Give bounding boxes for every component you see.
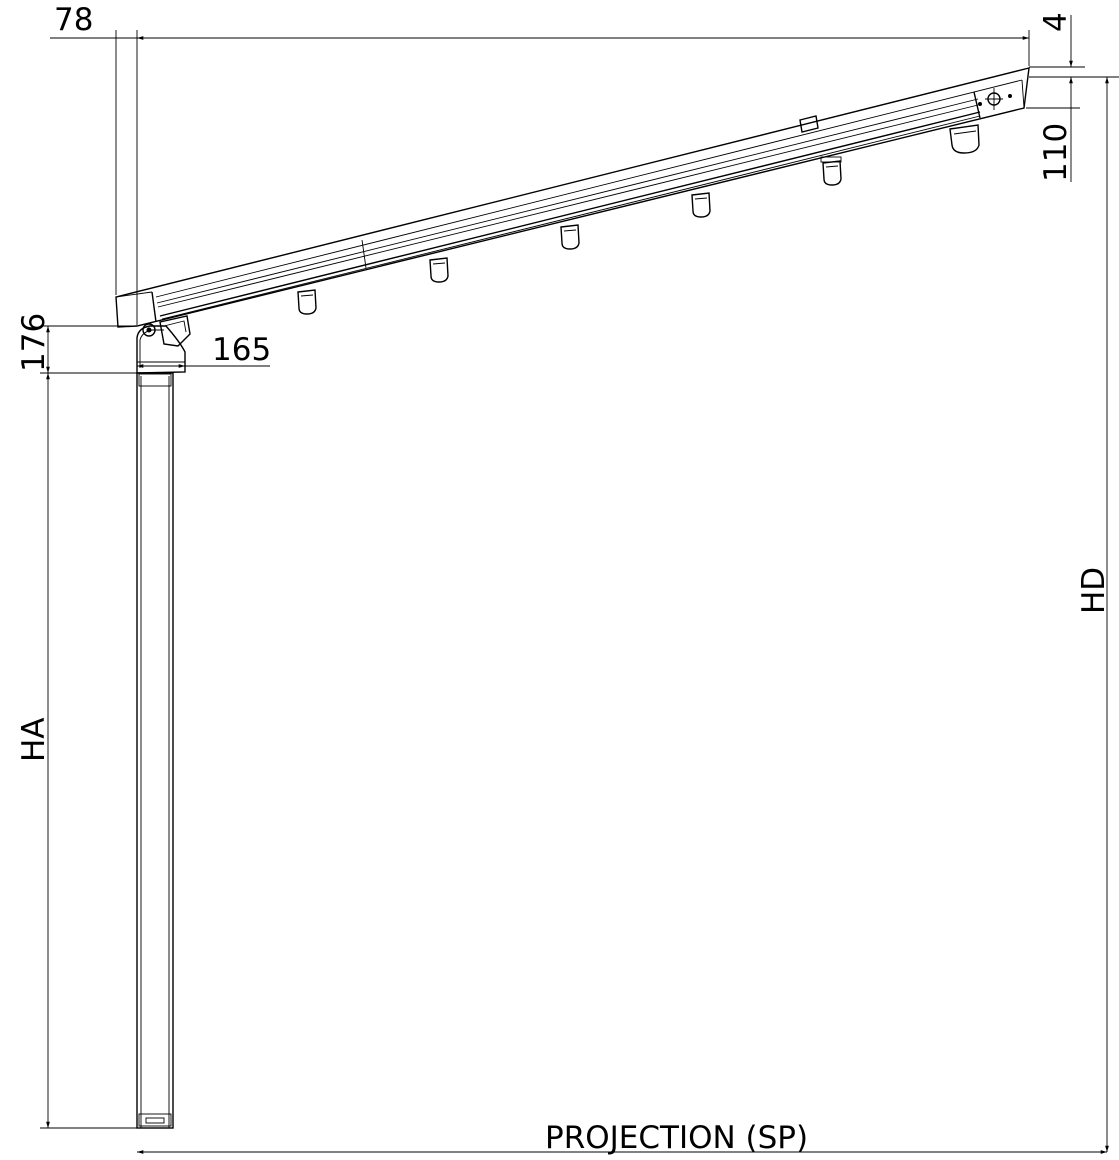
dimension-165: 165: [137, 332, 271, 368]
dimension-label-176: 176: [16, 313, 52, 372]
dimension-top-78: 78: [50, 2, 1030, 325]
dimension-hd: HD: [1076, 76, 1119, 1152]
dimension-176: 176: [16, 313, 137, 374]
roller: [820, 156, 842, 186]
dimension-ha: HA: [16, 373, 137, 1129]
dimension-label-ha: HA: [16, 717, 52, 762]
dimension-label-hd: HD: [1076, 567, 1112, 614]
roller: [560, 224, 580, 250]
roller-end: [949, 124, 980, 154]
roller: [429, 257, 449, 283]
rollers: [297, 124, 980, 315]
dimension-label-110: 110: [1038, 123, 1074, 182]
post-bracket: [136, 315, 191, 374]
roller: [691, 192, 711, 218]
roller: [297, 289, 317, 315]
dimension-right-4-110: 4 110: [1026, 12, 1085, 182]
dimension-label-165: 165: [212, 332, 271, 368]
dimension-label-4: 4: [1038, 12, 1074, 32]
dimension-label-projection: PROJECTION (SP): [545, 1120, 808, 1156]
support-post: [136, 372, 174, 1129]
dimension-label-78: 78: [54, 2, 93, 38]
roof-profile: [115, 67, 1030, 328]
dimension-projection: PROJECTION (SP): [137, 1120, 1107, 1156]
